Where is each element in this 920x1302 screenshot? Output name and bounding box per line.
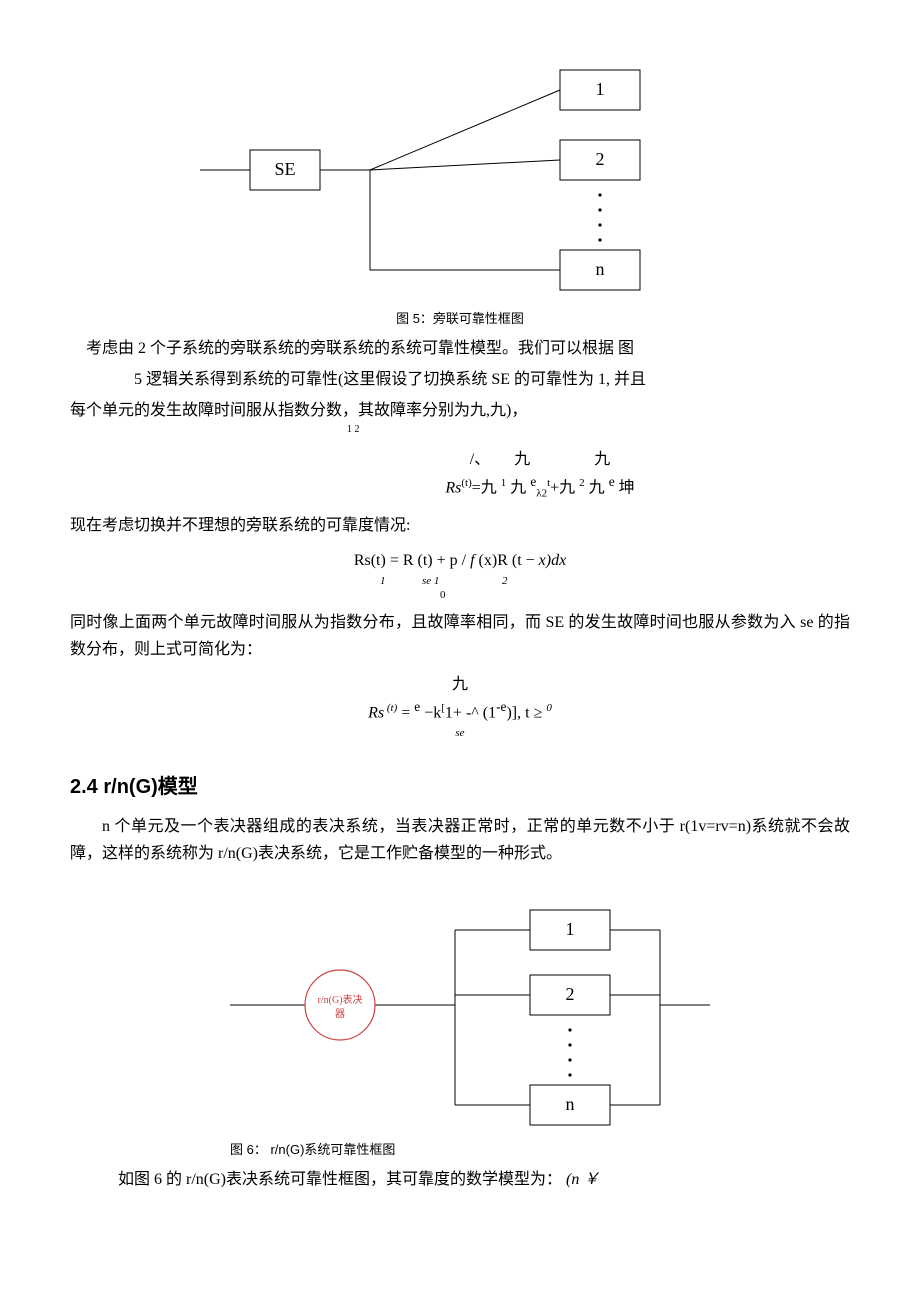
- para-5: 如图 6 的 r/n(G)表决系统可靠性框图，其可靠度的数学模型为： (n ￥: [70, 1166, 850, 1193]
- eq3-g: 1+ -^ (1: [445, 704, 496, 721]
- para-1a: 考虑由 2 个子系统的旁联系统的旁联系统的系统可靠性模型。我们可以根据 图: [70, 335, 850, 362]
- para-4: n 个单元及一个表决器组成的表决系统，当表决器正常时，正常的单元数不小于 r(1…: [70, 813, 850, 867]
- eq3-b: (t): [384, 702, 397, 714]
- eq1-e: 九: [506, 479, 530, 496]
- equation-1: /、 九 九 Rs(t)=九 1 九 eλ2t+九 2 九 e 坤: [70, 448, 850, 502]
- figure-6-svg: 1 2 n r/n(G)表决器: [170, 895, 730, 1135]
- eq1-l: 九: [585, 479, 609, 496]
- svg-text:器: 器: [335, 1008, 345, 1020]
- eq3-h: -e: [496, 699, 506, 714]
- svg-text:2: 2: [596, 149, 605, 169]
- figure-5-caption: 图 5：旁联可靠性框图: [70, 308, 850, 327]
- eq2-sub4: 0: [440, 587, 446, 604]
- figure-5-svg: SE 1 2 n: [190, 60, 710, 300]
- para-5-pre: 如图 6 的 r/n(G)表决系统可靠性框图，其可靠度的数学模型为：: [118, 1171, 562, 1188]
- eq1-top: /、 九 九: [230, 448, 850, 472]
- svg-text:1: 1: [566, 919, 575, 939]
- eq3-sub: se: [70, 725, 850, 742]
- para-1c-post: )，: [506, 402, 527, 419]
- eq2-main: Rs(t) = R (t) + p /: [354, 552, 470, 569]
- eq3-i: )], t ≥: [506, 704, 546, 721]
- para-1c-pre: 每个单元的发生故障时间服从指数分数，其故障率分别为: [70, 402, 470, 419]
- eq1-c: =九: [472, 479, 501, 496]
- figure-6-caption: 图 6： r/n(G)系统可靠性框图: [230, 1139, 850, 1158]
- eq1-j: +九: [550, 479, 579, 496]
- eq2-xdx: x)dx: [539, 552, 567, 569]
- eq3-j: 0: [546, 702, 552, 714]
- svg-text:2: 2: [566, 984, 575, 1004]
- para-1b: 5 逻辑关系得到系统的可靠性(这里假设了切换系统 SE 的可靠性为 1, 并且: [70, 366, 850, 393]
- para-2: 现在考虑切换并不理想的旁联系统的可靠度情况:: [70, 512, 850, 539]
- eq3-e: −k: [420, 704, 441, 721]
- eq1-rs: Rs: [445, 479, 461, 496]
- equation-2: Rs(t) = R (t) + p / f (x)R (t − x)dx 1 s…: [70, 549, 850, 599]
- eq3-top: 九: [70, 673, 850, 697]
- svg-text:n: n: [596, 259, 605, 279]
- eq3-c: =: [397, 704, 414, 721]
- svg-text:r/n(G)表决: r/n(G)表决: [318, 993, 363, 1006]
- eq1-t: (t): [461, 477, 471, 489]
- eq1-n: 坤: [615, 479, 635, 496]
- para-5-tail: (n ￥: [566, 1171, 599, 1188]
- svg-text:n: n: [566, 1094, 575, 1114]
- eq3-main: Rs (t) = e −k[1+ -^ (1-e)], t ≥ 0: [70, 697, 850, 725]
- svg-text:1: 1: [596, 79, 605, 99]
- figure-5: SE 1 2 n: [190, 60, 710, 300]
- eq1-main: Rs(t)=九 1 九 eλ2t+九 2 九 e 坤: [230, 472, 850, 502]
- para-3: 同时像上面两个单元故障时间服从为指数分布，且故障率相同，而 SE 的发生故障时间…: [70, 609, 850, 663]
- para-1c: 每个单元的发生故障时间服从指数分数，其故障率分别为九,九)， 1 2: [70, 397, 850, 437]
- eq3-a: Rs: [368, 704, 384, 721]
- para-1c-sub: 1 2: [347, 421, 850, 438]
- para-1c-sym: 九,九: [470, 402, 506, 419]
- figure-6: 1 2 n r/n(G)表决器: [170, 895, 730, 1135]
- equation-3: 九 Rs (t) = e −k[1+ -^ (1-e)], t ≥ 0 se: [70, 673, 850, 742]
- eq2-x: (x)R (t −: [475, 552, 539, 569]
- svg-text:SE: SE: [274, 159, 295, 179]
- heading-2-4: 2.4 r/n(G)模型: [70, 770, 850, 799]
